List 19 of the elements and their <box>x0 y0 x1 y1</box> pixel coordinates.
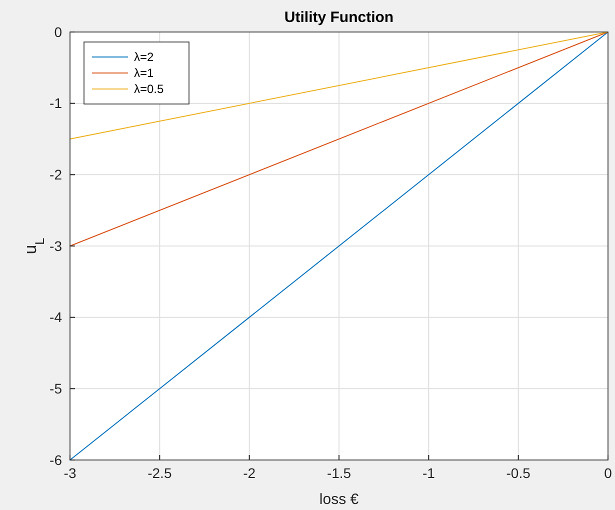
chart-title: Utility Function <box>284 9 394 26</box>
legend-label: λ=0.5 <box>134 82 164 96</box>
x-axis-title: loss € <box>319 491 360 508</box>
x-tick-label: -1.5 <box>326 465 352 481</box>
x-tick-label: -1 <box>422 465 436 481</box>
y-tick-label: -1 <box>50 95 62 112</box>
legend-label: λ=2 <box>134 50 154 64</box>
x-tick-label: -0.5 <box>506 465 531 481</box>
y-tick-label: -6 <box>50 452 62 468</box>
y-tick-label: -3 <box>50 238 62 254</box>
x-tick-label: 0 <box>604 465 612 481</box>
legend-label: λ=1 <box>134 66 154 80</box>
y-tick-label: -5 <box>50 380 62 397</box>
y-tick-label: -2 <box>50 166 62 183</box>
y-tick-label: 0 <box>54 24 62 40</box>
x-tick-label: -3 <box>64 465 76 481</box>
x-tick-label: -2 <box>243 465 256 481</box>
x-tick-label: -2.5 <box>148 465 172 481</box>
y-tick-label: -4 <box>50 309 62 326</box>
